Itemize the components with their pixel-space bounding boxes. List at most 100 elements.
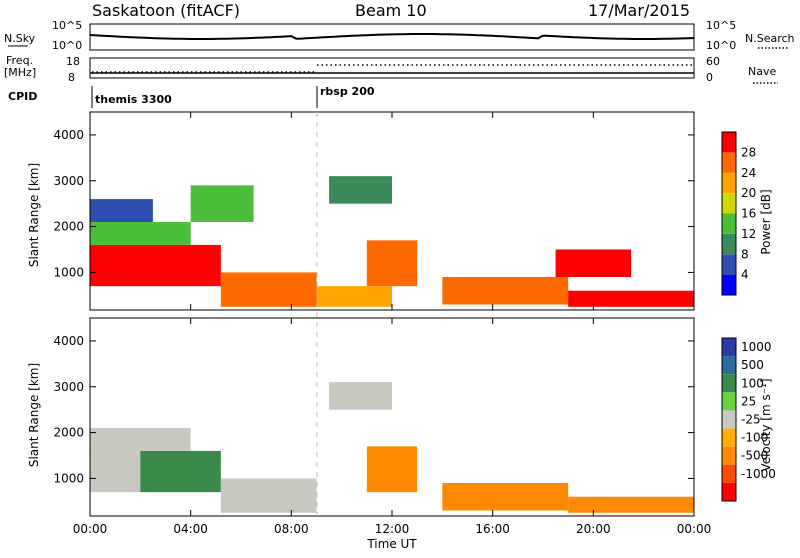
nave-top-tick: 60 [706, 55, 720, 68]
power-colorbar-tick-6: 28 [741, 145, 756, 159]
power-colorbar-seg-3 [722, 213, 736, 234]
power-panel: 1000 2000 3000 4000 Slant Range [km] 4 8 12 16… [27, 111, 773, 311]
nsky-right-top-tick: 10^5 [706, 19, 736, 32]
vel-colorbar-tick-6: -500 [741, 449, 768, 463]
power-colorbar-seg-4 [722, 193, 736, 214]
vel-region-6 [568, 496, 694, 513]
nsky-trace [89, 33, 695, 40]
power-region-2 [90, 199, 153, 222]
power-colorbar-seg-7 [722, 132, 736, 153]
power-colorbar-label: Power [dB] [759, 189, 773, 254]
power-region-5 [316, 286, 392, 307]
vel-ytick-label-4000: 4000 [53, 334, 84, 348]
vel-region-4 [366, 446, 418, 493]
freq-label: Freq. [6, 54, 33, 67]
vel-colorbar-seg-2 [722, 374, 736, 393]
cpid-segment-rbsp: rbsp 200 [320, 85, 375, 98]
power-heatmap [90, 176, 694, 307]
vel-colorbar-tick-0: 1000 [741, 340, 772, 354]
power-colorbar-seg-6 [722, 152, 736, 173]
xtick-label-0: 00:00 [73, 522, 108, 536]
vel-colorbar-seg-6 [722, 446, 736, 465]
vel-ytick-label-1000: 1000 [53, 471, 84, 485]
power-x-axis [89, 112, 695, 310]
vel-colorbar-seg-4 [722, 410, 736, 429]
freq-top-tick: 18 [66, 55, 80, 68]
nsky-panel: N.Sky 10^5 10^0 10^5 10^0 N.Search [4, 19, 795, 52]
velocity-colorbar: 1000 500 100 25 -25 -100 -500 -1000 [721, 337, 776, 502]
power-colorbar-seg-5 [722, 172, 736, 194]
power-ytick-label-2000: 2000 [53, 220, 84, 234]
nsky-label: N.Sky [4, 32, 36, 45]
power-colorbar-seg-1 [722, 254, 736, 275]
station-title: Saskatoon (fitACF) [92, 1, 240, 20]
velocity-heatmap [90, 382, 694, 513]
cpid-panel: CPID themis 3300 rbsp 200 [8, 85, 375, 108]
vel-colorbar-tick-1: 500 [741, 358, 764, 372]
xtick-label-4: 16:00 [475, 522, 510, 536]
power-region-7 [442, 277, 569, 305]
date-title: 17/Mar/2015 [588, 1, 690, 20]
power-colorbar-tick-4: 20 [741, 186, 756, 200]
nsky-left-top-tick: 10^5 [52, 19, 82, 32]
beam-title: Beam 10 [355, 1, 427, 20]
vel-colorbar-seg-7 [722, 464, 736, 483]
power-ytick-label-3000: 3000 [53, 174, 84, 188]
power-colorbar-tick-1: 8 [741, 247, 749, 261]
power-region-8 [555, 249, 632, 277]
power-region-1 [90, 222, 191, 245]
freq-unit-label: [MHz] [4, 66, 36, 79]
vel-region-1 [140, 450, 221, 493]
power-colorbar-tick-3: 16 [741, 207, 756, 221]
vel-region-5 [442, 483, 569, 511]
power-region-3 [190, 185, 254, 222]
vel-colorbar-seg-1 [722, 356, 736, 375]
cpid-label: CPID [8, 90, 37, 103]
vel-colorbar-tick-3: 25 [741, 394, 756, 408]
nave-bottom-tick: 0 [706, 71, 713, 84]
vel-colorbar-seg-8 [722, 482, 736, 501]
power-region-10 [329, 176, 392, 204]
freq-bottom-tick: 8 [68, 71, 75, 84]
power-region-4 [220, 272, 317, 307]
power-colorbar: 4 8 12 16 20 24 28 [721, 131, 756, 296]
xtick-label-2: 08:00 [274, 522, 309, 536]
power-region-0 [90, 244, 221, 287]
vel-colorbar-tick-7: -1000 [741, 467, 776, 481]
vel-region-2 [90, 428, 191, 451]
vel-ytick-label-3000: 3000 [53, 380, 84, 394]
power-colorbar-frame [721, 131, 737, 296]
nsky-right-bottom-tick: 10^0 [706, 39, 736, 52]
velocity-y-axis: 1000 2000 3000 4000 [53, 334, 694, 485]
cpid-segment-themis: themis 3300 [95, 93, 172, 106]
power-colorbar-seg-0 [722, 274, 736, 295]
power-colorbar-tick-2: 12 [741, 227, 756, 241]
x-axis-title: Time UT [366, 537, 417, 551]
freq-frame [89, 57, 695, 79]
power-y-axis: 1000 2000 3000 4000 [53, 128, 694, 279]
nsky-frame [89, 23, 695, 51]
freq-panel: Freq. [MHz] 18 8 60 0 Nave [4, 54, 778, 84]
xtick-label-6: 00:00 [677, 522, 712, 536]
vel-colorbar-tick-2: 100 [741, 376, 764, 390]
vel-colorbar-seg-3 [722, 392, 736, 411]
power-y-label: Slant Range [km] [27, 163, 41, 267]
nsky-left-bottom-tick: 10^0 [52, 39, 82, 52]
velocity-colorbar-label: Velocity [m s⁻¹] [759, 378, 773, 471]
power-ytick-label-4000: 4000 [53, 128, 84, 142]
nsearch-label: N.Search [745, 32, 795, 45]
vel-region-7 [329, 382, 392, 410]
xtick-label-1: 04:00 [173, 522, 208, 536]
power-ytick-label-1000: 1000 [53, 265, 84, 279]
power-colorbar-tick-5: 24 [741, 166, 756, 180]
power-region-6 [366, 240, 418, 287]
power-colorbar-tick-0: 4 [741, 268, 749, 282]
vel-colorbar-seg-0 [722, 338, 736, 357]
vel-colorbar-tick-4: -25 [741, 413, 761, 427]
nave-label: Nave [748, 65, 776, 78]
vel-colorbar-frame [721, 337, 737, 502]
xtick-label-5: 20:00 [576, 522, 611, 536]
